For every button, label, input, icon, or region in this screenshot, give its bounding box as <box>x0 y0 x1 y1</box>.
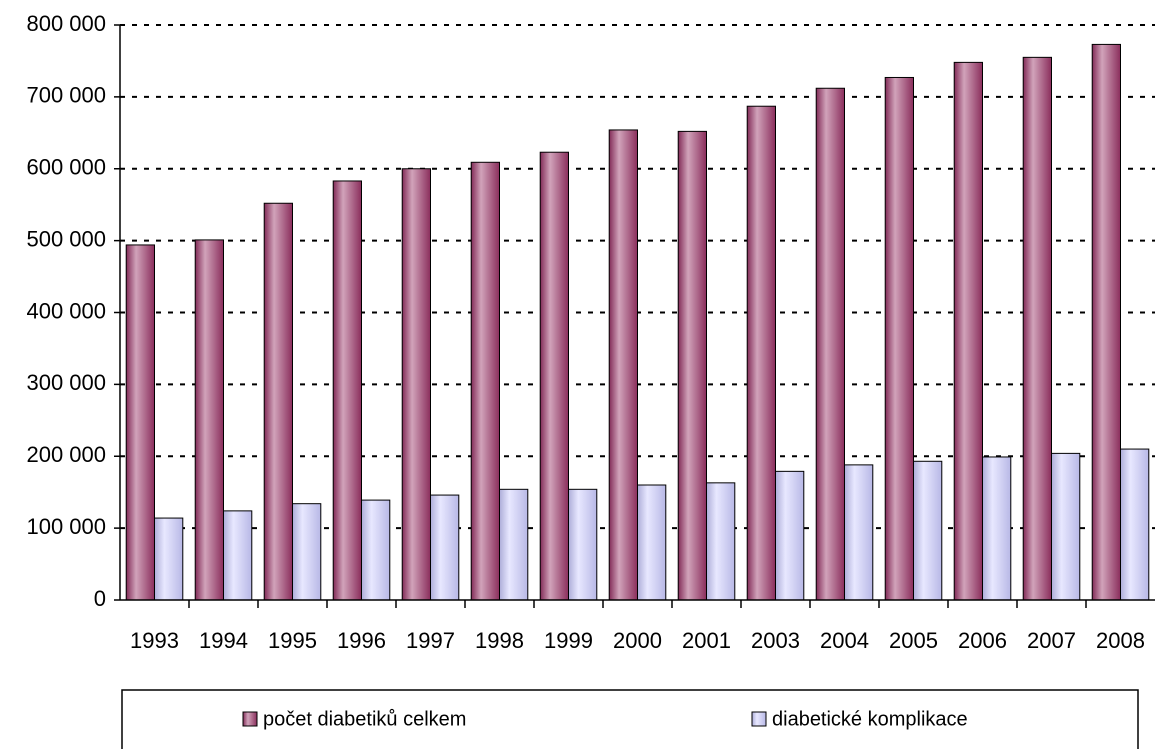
bar <box>223 510 253 601</box>
y-tick-label: 0 <box>94 586 106 611</box>
x-tick-label: 1996 <box>337 628 386 653</box>
bar <box>1091 43 1121 601</box>
y-tick-label: 700 000 <box>26 83 106 108</box>
y-tick-label: 100 000 <box>26 514 106 539</box>
bar <box>1120 448 1150 601</box>
x-tick-label: 1993 <box>130 628 179 653</box>
x-tick-label: 1999 <box>544 628 593 653</box>
y-tick-label: 500 000 <box>26 226 106 251</box>
x-tick-label: 2007 <box>1027 628 1076 653</box>
bar <box>775 470 805 601</box>
bar <box>539 151 570 601</box>
x-tick-label: 2004 <box>820 628 869 653</box>
bar <box>499 488 529 601</box>
y-tick-label: 800 000 <box>26 11 106 36</box>
x-tick-label: 2005 <box>889 628 938 653</box>
bar <box>470 161 500 601</box>
bar <box>913 460 943 601</box>
x-tick-label: 1998 <box>475 628 524 653</box>
legend <box>121 689 1139 754</box>
bar <box>568 488 598 601</box>
bar <box>1022 56 1053 601</box>
bar <box>263 202 293 601</box>
y-tick-label: 600 000 <box>26 155 106 180</box>
bar <box>430 494 460 601</box>
legend-swatch <box>751 711 767 727</box>
legend-label: diabetické komplikace <box>772 708 968 730</box>
x-tick-label: 2006 <box>958 628 1007 653</box>
bar <box>637 484 667 601</box>
x-tick-label: 2001 <box>682 628 731 653</box>
bar <box>677 130 708 601</box>
bar <box>332 180 362 601</box>
x-tick-label: 1997 <box>406 628 455 653</box>
bar <box>125 244 155 601</box>
legend-swatch <box>242 711 258 727</box>
bar <box>361 499 391 601</box>
x-tick-label: 1995 <box>268 628 317 653</box>
bar <box>746 105 777 601</box>
x-tick-label: 2000 <box>613 628 662 653</box>
bar <box>953 61 984 601</box>
x-tick-label: 1994 <box>199 628 248 653</box>
bar <box>154 517 184 601</box>
y-tick-label: 400 000 <box>26 298 106 323</box>
x-tick-label: 2008 <box>1096 628 1145 653</box>
bar <box>401 168 431 601</box>
bar <box>982 456 1012 601</box>
y-tick-label: 300 000 <box>26 370 106 395</box>
bar <box>815 87 846 601</box>
legend-label: počet diabetiků celkem <box>263 708 466 730</box>
bar <box>706 482 736 601</box>
bar <box>292 503 322 601</box>
bar <box>844 464 874 601</box>
bar <box>1051 452 1081 601</box>
bar <box>194 239 225 601</box>
bar <box>608 129 639 601</box>
x-tick-label: 2003 <box>751 628 800 653</box>
y-tick-label: 200 000 <box>26 442 106 467</box>
bar <box>884 76 915 601</box>
